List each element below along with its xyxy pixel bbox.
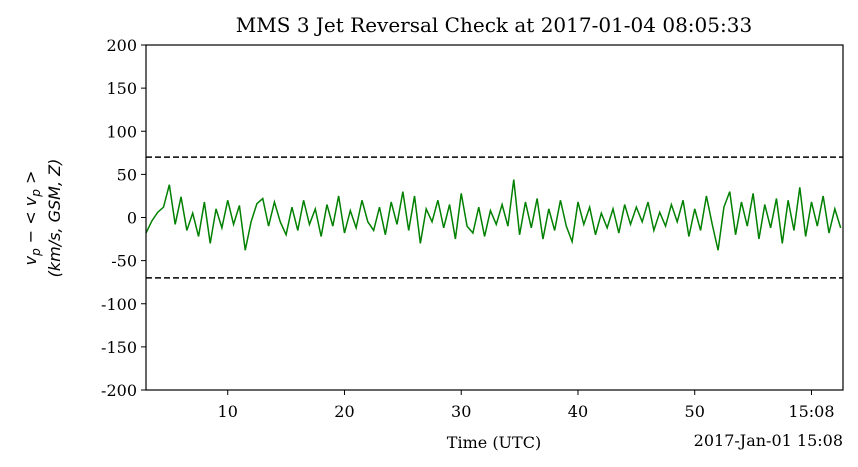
- y-tick-label: -50: [111, 252, 137, 271]
- data-line: [145, 179, 842, 251]
- x-tick-label: 40: [568, 402, 588, 421]
- x-tick-label: 30: [451, 402, 471, 421]
- y-tick-label: 150: [106, 79, 137, 98]
- x-tick-label: 20: [334, 402, 354, 421]
- y-label-part: v: [21, 255, 40, 265]
- x-tick-label: 15:08: [788, 402, 834, 421]
- plot-frame: [145, 44, 844, 391]
- chart-title: MMS 3 Jet Reversal Check at 2017-01-04 0…: [236, 13, 752, 37]
- y-tick-label: 100: [106, 122, 137, 141]
- y-label-part: p: [29, 248, 43, 257]
- y-label-part: >: [21, 171, 40, 190]
- y-tick-label: 200: [106, 36, 137, 55]
- y-tick-label: -200: [101, 381, 137, 400]
- y-label-line2: (km/s, GSM, Z): [45, 159, 64, 278]
- x-offset-label: 2017-Jan-01 15:08: [694, 431, 843, 450]
- x-tick-label: 50: [685, 402, 705, 421]
- x-tick-label: 10: [218, 402, 238, 421]
- y-label-line1: vp − < vp >: [21, 171, 43, 266]
- y-label-part: − < v: [21, 196, 40, 248]
- x-axis-label: Time (UTC): [447, 433, 541, 452]
- y-tick-label: 50: [117, 165, 137, 184]
- y-axis-label: vp − < vp > (km/s, GSM, Z): [21, 159, 64, 278]
- y-tick-label: -100: [101, 295, 137, 314]
- y-tick-label: 0: [127, 209, 137, 228]
- y-tick-label: -150: [101, 338, 137, 357]
- y-label-part: p: [29, 189, 43, 198]
